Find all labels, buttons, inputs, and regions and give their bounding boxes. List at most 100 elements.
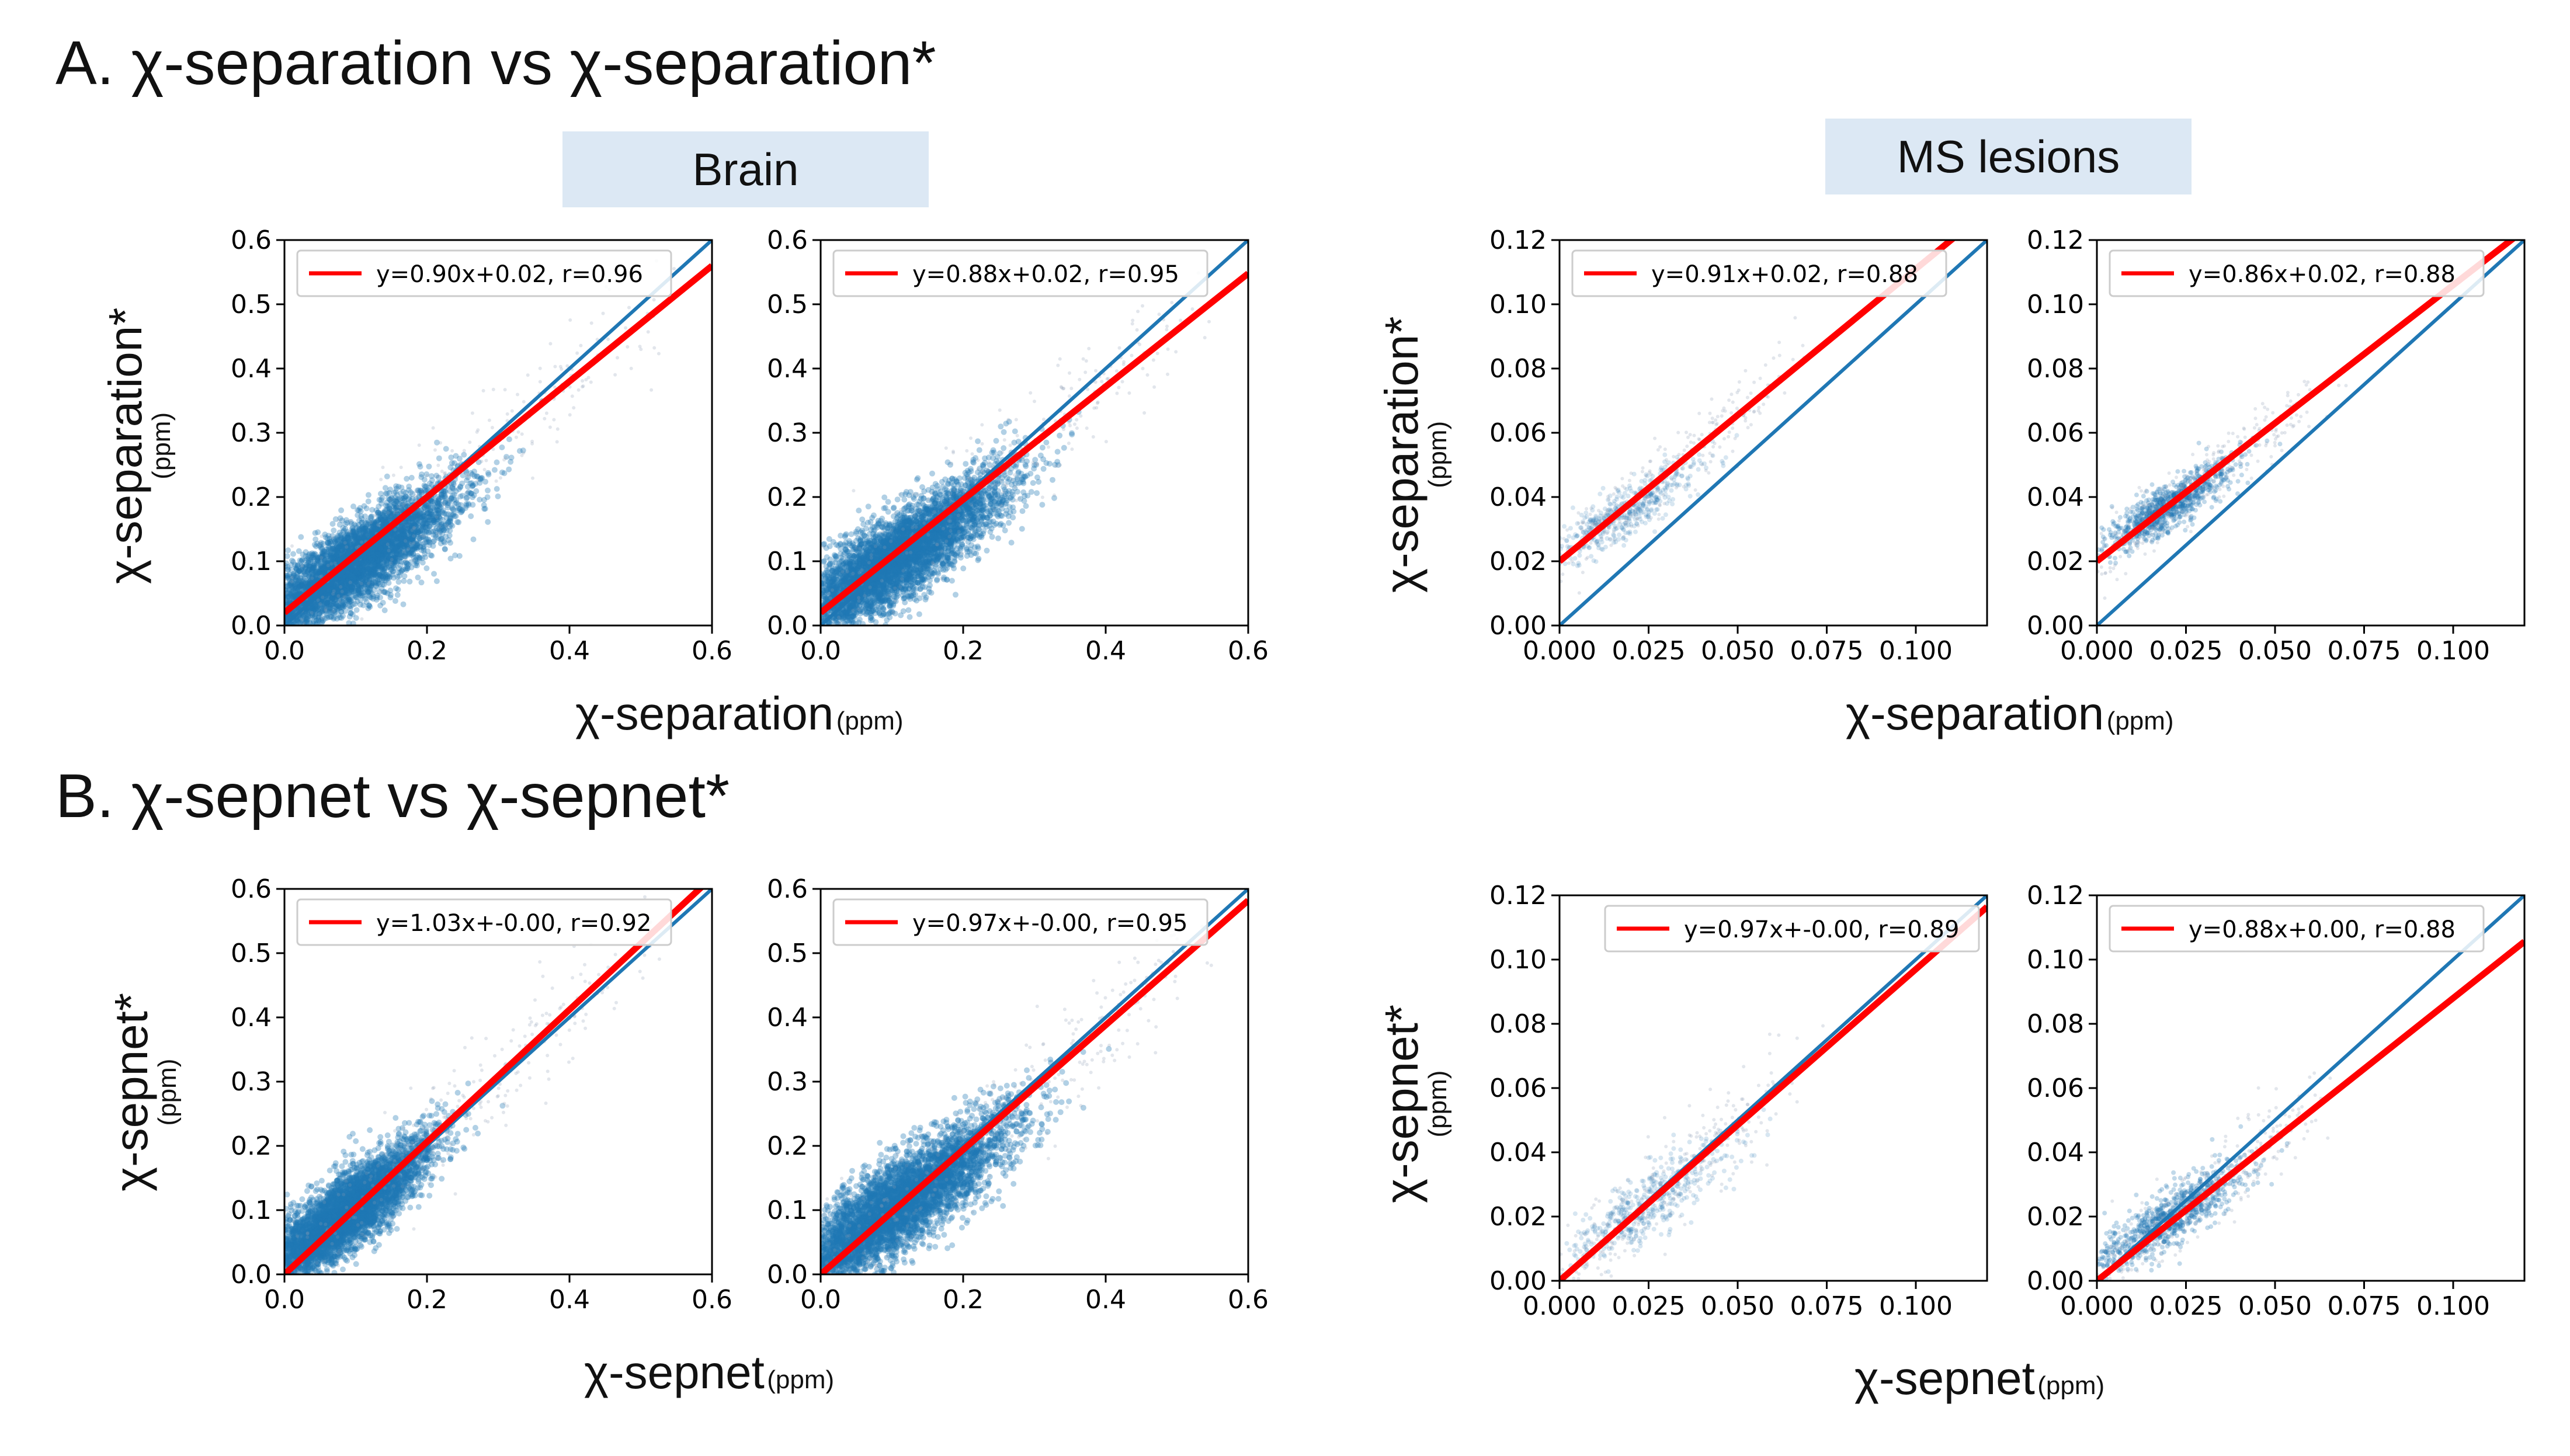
scatter-point (373, 545, 380, 551)
scatter-point (321, 565, 328, 572)
scatter-point (499, 444, 505, 450)
scatter-point (355, 587, 362, 593)
scatter-point (404, 536, 410, 543)
scatter-point (382, 509, 388, 515)
y-tick-label: 0.0 (231, 611, 272, 641)
scatter-point (447, 464, 454, 471)
scatter-point (292, 593, 298, 600)
scatter-point (357, 505, 363, 511)
scatter-point (345, 581, 352, 588)
scatter-point (314, 556, 321, 562)
b-ms-x-axis-title-text: χ-sepnet (1854, 1352, 2035, 1404)
scatter-outlier-point (300, 564, 304, 568)
scatter-point (417, 487, 423, 494)
scatter-point (390, 545, 396, 551)
scatter-point (350, 529, 356, 536)
scatter-point (297, 583, 303, 589)
scatter-outlier-point (414, 489, 418, 494)
scatter-outlier-point (402, 502, 406, 506)
scatter-point (410, 530, 416, 536)
scatter-point (325, 562, 332, 568)
scatter-point (355, 563, 362, 569)
x-tick-label: 0.2 (407, 636, 447, 666)
legend-label: y=0.90x+0.02, r=0.96 (376, 261, 643, 288)
scatter-point (298, 557, 305, 564)
scatter-outlier-point (526, 373, 530, 377)
scatter-point (454, 519, 460, 525)
scatter-point (380, 581, 386, 588)
scatter-point (508, 454, 515, 461)
scatter-outlier-point (522, 399, 526, 404)
scatter-point (383, 516, 389, 523)
scatter-outlier-point (442, 503, 446, 507)
scatter-point (426, 539, 433, 545)
scatter-point (310, 565, 316, 571)
scatter-outlier-point (514, 435, 518, 439)
scatter-point (386, 505, 393, 512)
scatter-point (485, 519, 491, 525)
scatter-outlier-point (336, 519, 341, 523)
scatter-point (365, 498, 371, 505)
scatter-point (303, 564, 310, 570)
scatter-point (391, 565, 397, 571)
scatter-point (324, 540, 331, 546)
scatter-point (316, 610, 322, 617)
scatter-point (331, 589, 338, 596)
scatter-point (324, 549, 330, 555)
scatter-point (371, 521, 378, 527)
scatter-point (345, 530, 351, 537)
scatter-point (395, 533, 401, 540)
scatter-point (443, 511, 450, 517)
scatter-outlier-point (340, 589, 344, 593)
scatter-point (478, 475, 484, 481)
scatter-point (310, 618, 317, 624)
scatter-point (400, 529, 407, 536)
scatter-point (506, 466, 512, 472)
scatter-outlier-point (394, 510, 398, 515)
scatter-outlier-point (576, 388, 581, 392)
scatter-outlier-point (380, 589, 384, 593)
scatter-point (300, 551, 306, 558)
scatter-point (309, 574, 315, 581)
legend: y=0.90x+0.02, r=0.96 (296, 249, 672, 297)
scatter-point (299, 564, 305, 570)
scatter-outlier-point (409, 541, 413, 545)
scatter-point (356, 526, 362, 533)
scatter-point (426, 463, 432, 470)
scatter-point (386, 517, 392, 523)
scatter-point (402, 500, 409, 506)
scatter-point (331, 527, 337, 534)
scatter-point (380, 552, 387, 558)
scatter-point (391, 558, 398, 564)
scatter-point (348, 587, 354, 593)
scatter-point (342, 521, 349, 527)
scatter-point (425, 539, 432, 545)
scatter-point (287, 597, 293, 603)
scatter-point (398, 490, 404, 496)
scatter-point (372, 557, 378, 564)
scatter-point (420, 523, 426, 530)
scatter-point (471, 468, 477, 475)
scatter-point (328, 609, 335, 616)
scatter-point (362, 526, 368, 532)
scatter-outlier-point (548, 425, 552, 429)
scatter-point (358, 576, 364, 582)
scatter-point (432, 507, 438, 513)
scatter-point (428, 529, 434, 535)
scatter-point (353, 569, 359, 576)
scatter-point (342, 583, 349, 589)
scatter-outlier-point (412, 541, 416, 545)
scatter-point (363, 567, 370, 573)
scatter-point (418, 488, 424, 494)
scatter-outlier-point (450, 449, 454, 453)
scatter-outlier-point (575, 351, 579, 355)
scatter-outlier-point (391, 473, 395, 477)
scatter-point (380, 550, 387, 555)
scatter-point (371, 554, 378, 560)
scatter-point (293, 620, 299, 626)
scatter-outlier-point (481, 389, 485, 392)
scatter-point (332, 547, 338, 553)
scatter-outlier-point (437, 524, 442, 529)
scatter-point (310, 574, 316, 580)
scatter-point (326, 601, 332, 607)
